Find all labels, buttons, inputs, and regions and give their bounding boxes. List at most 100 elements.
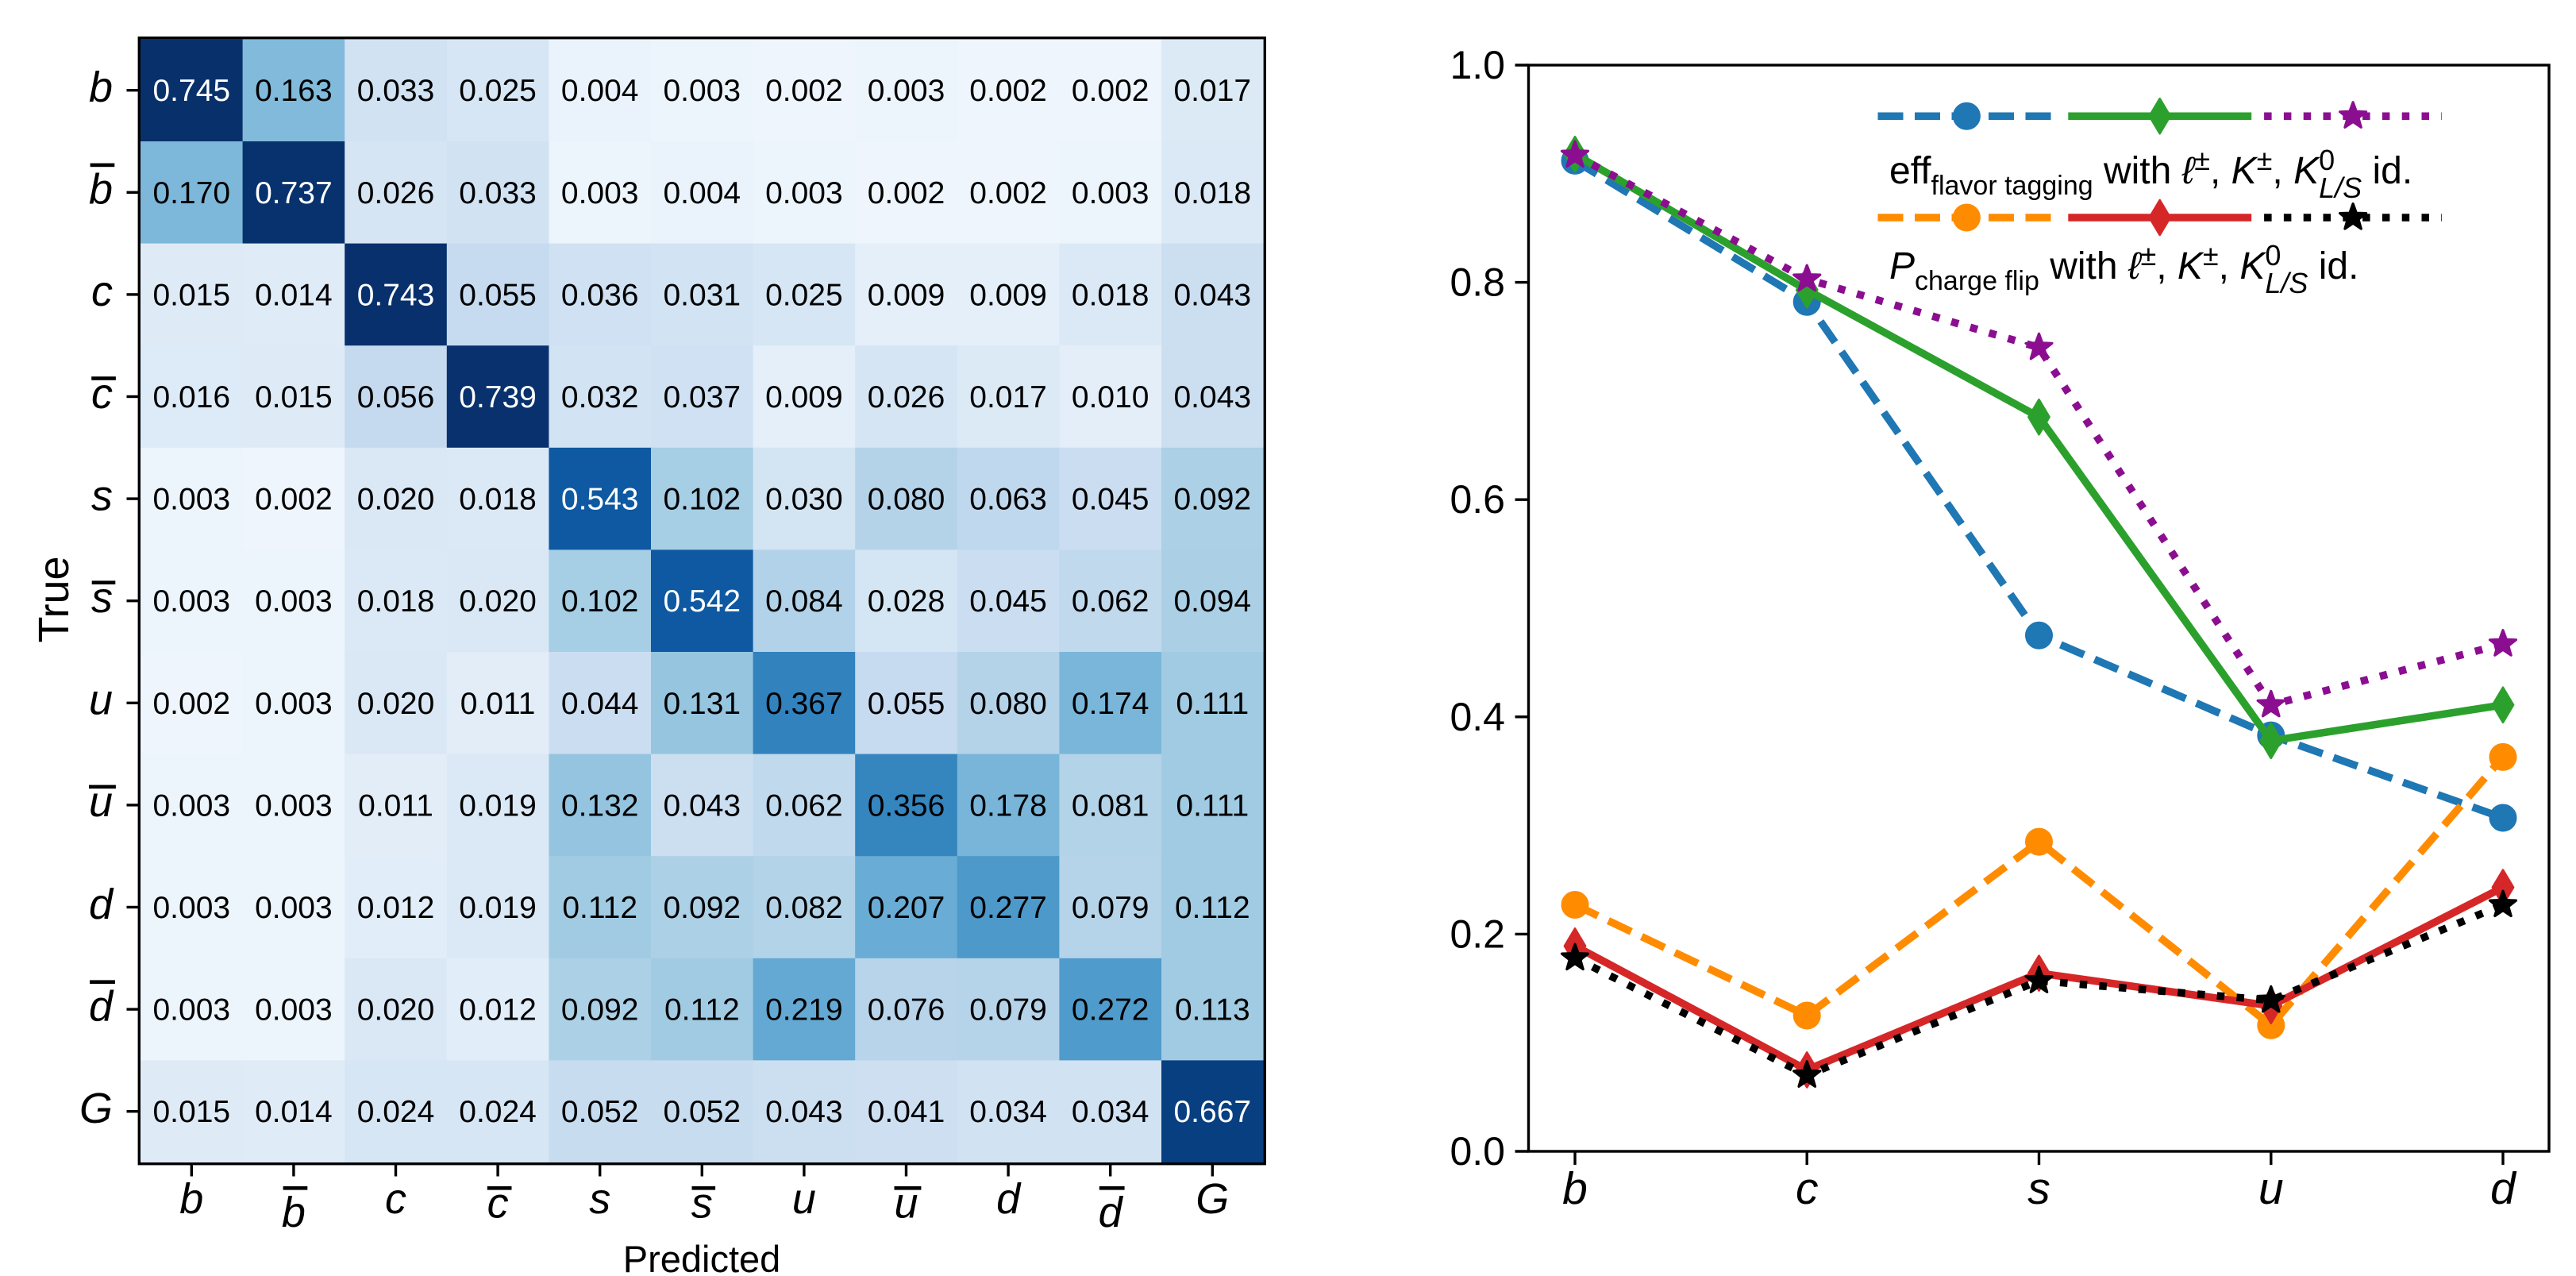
svg-text:0.745: 0.745	[152, 74, 230, 108]
svg-text:0.018: 0.018	[459, 483, 537, 517]
svg-text:0.003: 0.003	[255, 788, 333, 823]
svg-text:c: c	[1796, 1163, 1819, 1214]
svg-text:0.003: 0.003	[255, 993, 333, 1027]
svg-text:0.024: 0.024	[357, 1095, 435, 1129]
svg-text:s: s	[91, 472, 113, 519]
svg-text:0.2: 0.2	[1450, 912, 1505, 956]
svg-text:0.092: 0.092	[663, 891, 741, 925]
svg-text:0.111: 0.111	[1176, 687, 1249, 721]
svg-text:0.084: 0.084	[765, 584, 843, 619]
svg-text:d: d	[1099, 1189, 1124, 1236]
svg-text:0.032: 0.032	[561, 380, 639, 414]
svg-text:0.003: 0.003	[663, 74, 741, 108]
svg-text:0.272: 0.272	[1072, 993, 1149, 1027]
svg-text:0.020: 0.020	[459, 584, 537, 619]
svg-text:d: d	[89, 982, 114, 1030]
svg-text:0.018: 0.018	[357, 584, 435, 619]
svg-text:0.132: 0.132	[561, 788, 639, 823]
svg-text:0.037: 0.037	[663, 380, 741, 414]
svg-text:0.367: 0.367	[765, 687, 843, 721]
svg-text:0.020: 0.020	[357, 483, 435, 517]
svg-text:0.003: 0.003	[868, 74, 945, 108]
svg-text:0.063: 0.063	[969, 483, 1047, 517]
svg-text:0.062: 0.062	[1072, 584, 1149, 619]
svg-text:0.036: 0.036	[561, 278, 639, 312]
svg-text:0.010: 0.010	[1072, 380, 1149, 414]
svg-text:0.043: 0.043	[1173, 380, 1251, 414]
svg-text:0.131: 0.131	[663, 687, 741, 721]
svg-text:0.031: 0.031	[663, 278, 741, 312]
svg-text:b: b	[89, 64, 113, 111]
svg-text:0.082: 0.082	[765, 891, 843, 925]
svg-text:0.003: 0.003	[255, 584, 333, 619]
svg-text:0.014: 0.014	[255, 278, 333, 312]
svg-text:0.178: 0.178	[969, 788, 1047, 823]
svg-text:0.034: 0.034	[1072, 1095, 1149, 1129]
svg-text:0.163: 0.163	[255, 74, 333, 108]
svg-text:b: b	[1562, 1163, 1588, 1214]
svg-text:0.019: 0.019	[459, 788, 537, 823]
svg-text:0.079: 0.079	[969, 993, 1047, 1027]
svg-text:0.207: 0.207	[868, 891, 945, 925]
svg-text:0.003: 0.003	[152, 788, 230, 823]
svg-text:0.026: 0.026	[357, 176, 435, 210]
svg-text:0.102: 0.102	[561, 584, 639, 619]
svg-text:0.002: 0.002	[969, 74, 1047, 108]
svg-text:u: u	[792, 1175, 816, 1223]
svg-text:0.094: 0.094	[1173, 584, 1251, 619]
svg-text:0.052: 0.052	[561, 1095, 639, 1129]
svg-text:0.739: 0.739	[459, 380, 537, 414]
svg-text:d: d	[2490, 1163, 2517, 1214]
svg-text:0.017: 0.017	[969, 380, 1047, 414]
svg-text:0.003: 0.003	[255, 687, 333, 721]
svg-text:0.542: 0.542	[663, 584, 741, 619]
svg-text:0.024: 0.024	[459, 1095, 537, 1129]
svg-text:0.020: 0.020	[357, 687, 435, 721]
svg-text:0.543: 0.543	[561, 483, 639, 517]
svg-text:0.003: 0.003	[1072, 176, 1149, 210]
svg-text:0.056: 0.056	[357, 380, 435, 414]
svg-text:0.743: 0.743	[357, 278, 435, 312]
svg-text:0.045: 0.045	[969, 584, 1047, 619]
svg-text:u: u	[89, 677, 113, 724]
svg-text:0.174: 0.174	[1072, 687, 1149, 721]
svg-text:0.044: 0.044	[561, 687, 639, 721]
svg-text:u: u	[2258, 1163, 2284, 1214]
svg-text:0.002: 0.002	[1072, 74, 1149, 108]
svg-text:0.356: 0.356	[868, 788, 945, 823]
svg-text:0.052: 0.052	[663, 1095, 741, 1129]
svg-text:0.080: 0.080	[868, 483, 945, 517]
svg-text:0.030: 0.030	[765, 483, 843, 517]
svg-text:b: b	[179, 1175, 203, 1223]
svg-text:b: b	[89, 166, 113, 214]
svg-text:0.018: 0.018	[1173, 176, 1251, 210]
svg-text:0.028: 0.028	[868, 584, 945, 619]
svg-text:0.055: 0.055	[459, 278, 537, 312]
svg-text:0.003: 0.003	[152, 891, 230, 925]
svg-text:G: G	[1196, 1175, 1229, 1223]
svg-text:0.076: 0.076	[868, 993, 945, 1027]
svg-text:0.003: 0.003	[561, 176, 639, 210]
svg-text:0.002: 0.002	[765, 74, 843, 108]
svg-text:1.0: 1.0	[1450, 43, 1505, 87]
svg-text:0.033: 0.033	[357, 74, 435, 108]
svg-text:0.737: 0.737	[255, 176, 333, 210]
svg-text:b: b	[282, 1189, 306, 1236]
svg-text:0.034: 0.034	[969, 1095, 1047, 1129]
svg-text:0.081: 0.081	[1072, 788, 1149, 823]
svg-text:0.003: 0.003	[152, 584, 230, 619]
svg-text:0.014: 0.014	[255, 1095, 333, 1129]
svg-text:0.002: 0.002	[152, 687, 230, 721]
svg-text:0.112: 0.112	[562, 891, 637, 925]
svg-text:0.019: 0.019	[459, 891, 537, 925]
svg-text:0.003: 0.003	[765, 176, 843, 210]
svg-text:0.026: 0.026	[868, 380, 945, 414]
svg-text:s: s	[2027, 1163, 2050, 1214]
svg-text:0.003: 0.003	[152, 483, 230, 517]
svg-text:0.004: 0.004	[663, 176, 741, 210]
svg-text:0.002: 0.002	[868, 176, 945, 210]
svg-text:0.011: 0.011	[358, 788, 433, 823]
svg-text:G: G	[79, 1085, 113, 1132]
svg-text:Pcharge flip with ℓ±, K±, K0L/: Pcharge flip with ℓ±, K±, K0 L/S id.	[1889, 239, 2358, 299]
svg-text:0.009: 0.009	[868, 278, 945, 312]
